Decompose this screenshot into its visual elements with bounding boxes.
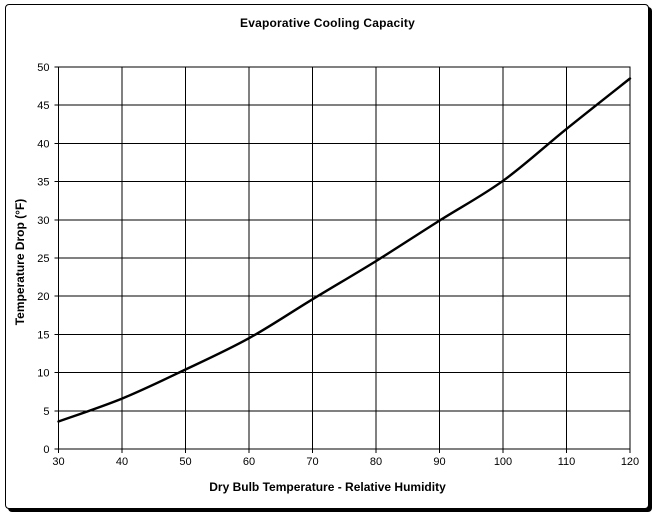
plot-border [58,66,631,450]
x-tick-label: 50 [179,456,191,468]
y-tick-label: 25 [37,253,49,265]
chart-title: Evaporative Cooling Capacity [240,16,415,30]
y-axis-title: Temperature Drop (°F) [13,198,27,326]
y-tick-label: 35 [37,177,49,189]
x-tick-label: 40 [116,456,128,468]
y-tick-label: 20 [37,291,49,303]
x-axis-title: Dry Bulb Temperature - Relative Humidity [209,480,446,494]
x-tick-label: 80 [370,456,382,468]
y-tick-label: 0 [43,444,49,456]
x-tick-label: 120 [621,456,639,468]
y-tick-label: 50 [37,62,49,74]
x-tick-label: 110 [558,456,576,468]
y-tick-label: 30 [37,215,49,227]
x-tick-label: 90 [433,456,445,468]
axis-ticks [54,66,631,453]
y-tick-label: 40 [37,138,49,150]
chart-frame [5,4,649,509]
x-tick-label: 100 [494,456,512,468]
x-tick-label: 30 [52,456,64,468]
y-tick-label: 15 [37,329,49,341]
x-tick-label: 70 [306,456,318,468]
gridlines [58,66,631,450]
y-tick-label: 45 [37,100,49,112]
y-tick-label: 5 [43,406,49,418]
y-tick-labels: 0 5 10 15 20 25 30 35 40 45 50 [37,62,49,456]
axis-border [58,66,631,450]
x-tick-label: 60 [243,456,255,468]
data-curve-temperature-drop [57,77,632,423]
x-tick-labels: 30 40 50 60 70 80 90 100 110 120 [52,456,639,468]
y-tick-label: 10 [37,368,49,380]
